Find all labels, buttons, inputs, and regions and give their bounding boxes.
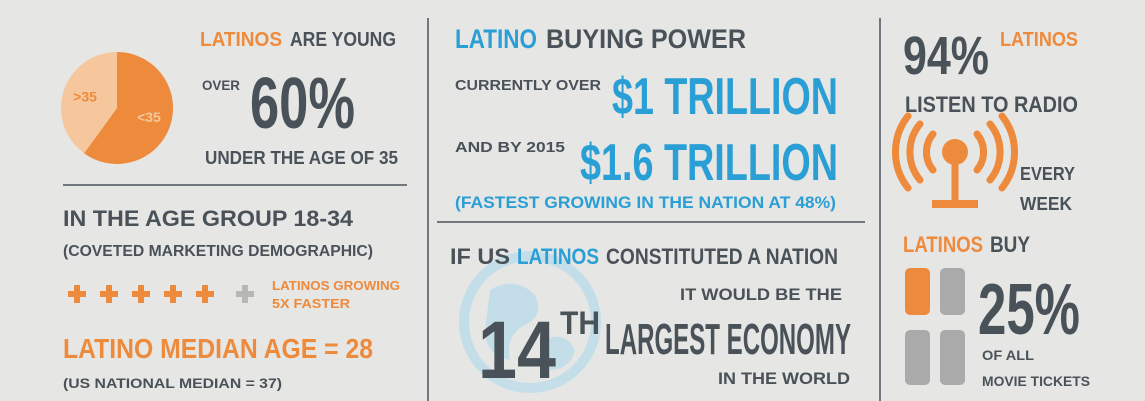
radio-icon bbox=[892, 112, 1018, 208]
globe bbox=[459, 251, 601, 393]
pie-slice bbox=[61, 52, 117, 154]
big-number: 60% bbox=[250, 64, 355, 144]
heading: BUYING POWER bbox=[546, 24, 746, 54]
pie-chart: <35 >35 bbox=[61, 52, 174, 164]
big-number: 25% bbox=[978, 270, 1080, 350]
label: LATINOS bbox=[903, 232, 983, 257]
statement: IF US bbox=[450, 244, 510, 269]
label: CURRENTLY OVER bbox=[455, 77, 601, 94]
statement: LARGEST ECONOMY bbox=[605, 315, 851, 364]
big-value: $1.6 TRILLION bbox=[580, 134, 838, 192]
label: MOVIE TICKETS bbox=[982, 373, 1090, 389]
pie-label: <35 bbox=[137, 109, 161, 125]
label: AND BY 2015 bbox=[455, 139, 565, 156]
headline: LATINOS bbox=[200, 29, 282, 51]
rank-suffix: TH bbox=[560, 305, 600, 341]
statement: IN THE WORLD bbox=[718, 369, 850, 388]
note: (US NATIONAL MEDIAN = 37) bbox=[63, 375, 282, 391]
statement: CONSTITUTED A NATION bbox=[606, 244, 838, 269]
note: (FASTEST GROWING IN THE NATION AT 48%) bbox=[455, 193, 836, 212]
label: UNDER THE AGE OF 35 bbox=[205, 148, 398, 168]
statement: IT WOULD BE THE bbox=[680, 285, 842, 304]
label: EVERY bbox=[1020, 164, 1075, 184]
headline: ARE YOUNG bbox=[290, 29, 396, 51]
big-value: $1 TRILLION bbox=[612, 68, 838, 126]
label: LATINOS bbox=[1000, 29, 1078, 51]
label: LISTEN TO RADIO bbox=[905, 92, 1078, 117]
label: OVER bbox=[202, 77, 240, 93]
statement: LATINOS bbox=[517, 244, 599, 269]
heading: IN THE AGE GROUP 18-34 bbox=[63, 206, 354, 231]
subheading: (COVETED MARKETING DEMOGRAPHIC) bbox=[63, 243, 373, 260]
pie-label: >35 bbox=[73, 88, 97, 104]
big-number: 94% bbox=[903, 26, 989, 86]
heading: LATINO bbox=[455, 24, 537, 54]
note: 5X FASTER bbox=[272, 296, 351, 311]
median: LATINO MEDIAN AGE = 28 bbox=[63, 333, 373, 364]
note: LATINOS GROWING bbox=[272, 278, 400, 293]
label: OF ALL bbox=[982, 347, 1034, 363]
rank: 14 bbox=[478, 305, 556, 396]
label: WEEK bbox=[1020, 194, 1072, 214]
label: BUY bbox=[990, 232, 1030, 257]
plus-icons bbox=[68, 285, 254, 303]
ticket-icons bbox=[905, 268, 965, 385]
pie-slice bbox=[84, 52, 174, 164]
